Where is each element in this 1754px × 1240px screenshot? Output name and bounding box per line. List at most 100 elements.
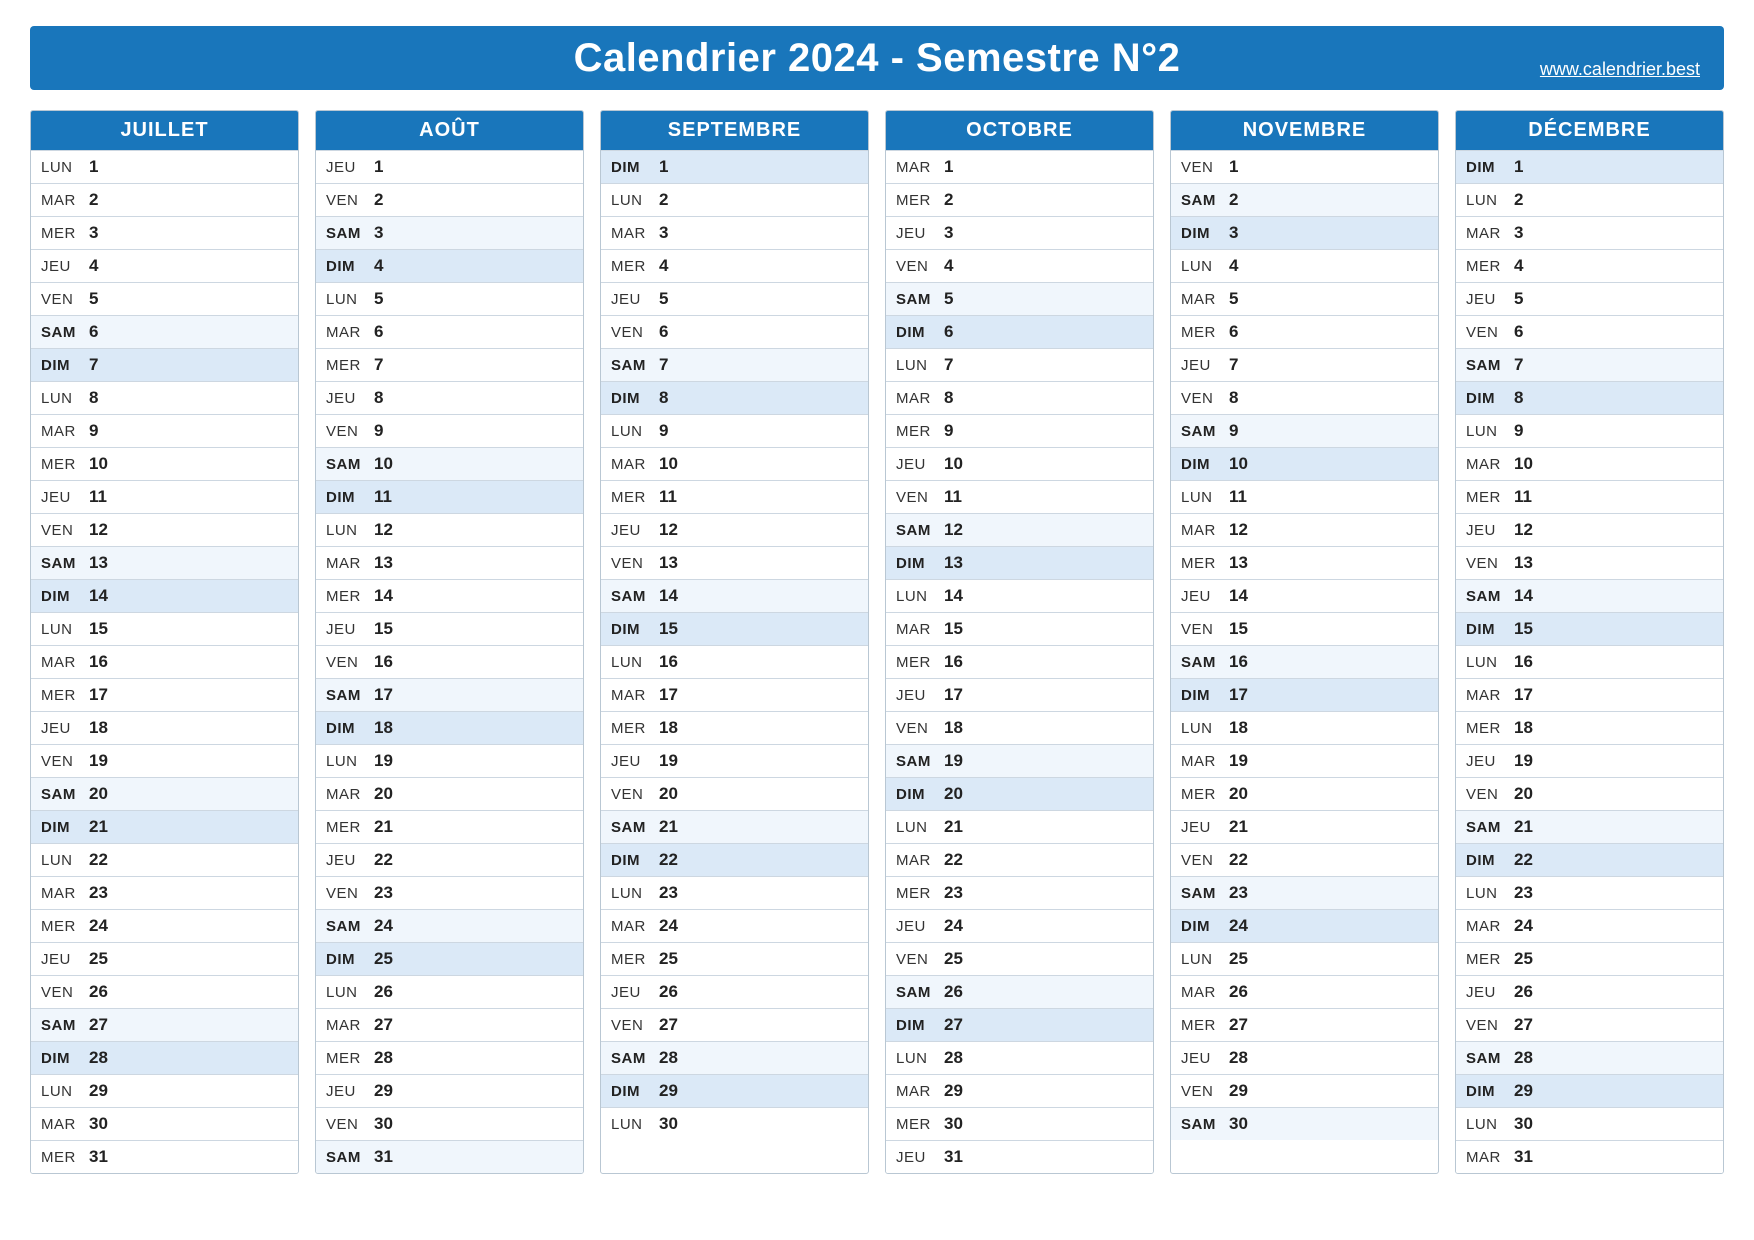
day-abbr: SAM (41, 786, 89, 803)
day-abbr: SAM (1181, 654, 1229, 671)
day-row: LUN9 (1456, 414, 1723, 447)
day-number: 13 (944, 553, 963, 573)
day-row: DIM29 (601, 1074, 868, 1107)
day-abbr: VEN (326, 192, 374, 209)
day-abbr: MAR (896, 852, 944, 869)
day-row: MAR6 (316, 315, 583, 348)
day-row: VEN8 (1171, 381, 1438, 414)
day-row: MAR26 (1171, 975, 1438, 1008)
day-number: 5 (1514, 289, 1523, 309)
day-abbr: SAM (326, 456, 374, 473)
day-abbr: DIM (896, 324, 944, 341)
day-abbr: MAR (611, 456, 659, 473)
day-abbr: VEN (611, 555, 659, 572)
day-row: DIM8 (601, 381, 868, 414)
day-number: 17 (1229, 685, 1248, 705)
day-row: LUN18 (1171, 711, 1438, 744)
day-row: DIM21 (31, 810, 298, 843)
day-row: VEN15 (1171, 612, 1438, 645)
day-row: MAR29 (886, 1074, 1153, 1107)
day-row: DIM24 (1171, 909, 1438, 942)
day-number: 23 (1514, 883, 1533, 903)
day-number: 22 (374, 850, 393, 870)
day-abbr: JEU (41, 258, 89, 275)
day-number: 2 (944, 190, 953, 210)
day-number: 7 (1514, 355, 1523, 375)
day-abbr: DIM (1181, 918, 1229, 935)
day-number: 2 (1229, 190, 1238, 210)
day-row: MAR12 (1171, 513, 1438, 546)
day-row: LUN16 (601, 645, 868, 678)
day-row: JEU14 (1171, 579, 1438, 612)
day-row: JEU19 (601, 744, 868, 777)
day-row: MAR10 (601, 447, 868, 480)
day-number: 28 (1229, 1048, 1248, 1068)
day-row: MAR16 (31, 645, 298, 678)
day-row: SAM31 (316, 1140, 583, 1173)
day-number: 22 (1229, 850, 1248, 870)
day-row: SAM20 (31, 777, 298, 810)
day-row: MER9 (886, 414, 1153, 447)
day-number: 12 (1514, 520, 1533, 540)
day-number: 10 (374, 454, 393, 474)
day-number: 11 (944, 487, 962, 507)
day-row: MER18 (1456, 711, 1723, 744)
day-number: 29 (1514, 1081, 1533, 1101)
day-abbr: DIM (41, 1050, 89, 1067)
day-row: JEU28 (1171, 1041, 1438, 1074)
day-number: 31 (944, 1147, 963, 1167)
day-number: 21 (374, 817, 393, 837)
day-abbr: SAM (611, 357, 659, 374)
day-number: 21 (944, 817, 963, 837)
day-abbr: SAM (326, 687, 374, 704)
day-number: 16 (374, 652, 393, 672)
day-row: JEU5 (1456, 282, 1723, 315)
day-abbr: VEN (896, 720, 944, 737)
day-row: JEU15 (316, 612, 583, 645)
day-row: JEU11 (31, 480, 298, 513)
day-row: SAM3 (316, 216, 583, 249)
day-row: MER27 (1171, 1008, 1438, 1041)
day-abbr: JEU (896, 687, 944, 704)
day-row: VEN20 (1456, 777, 1723, 810)
site-link[interactable]: www.calendrier.best (1540, 59, 1700, 80)
day-number: 25 (374, 949, 393, 969)
day-abbr: VEN (896, 489, 944, 506)
day-number: 18 (659, 718, 678, 738)
day-row: MAR9 (31, 414, 298, 447)
month-header: NOVEMBRE (1171, 111, 1438, 150)
day-row: VEN29 (1171, 1074, 1438, 1107)
day-row: MER11 (601, 480, 868, 513)
day-number: 19 (1229, 751, 1248, 771)
day-abbr: MER (326, 588, 374, 605)
day-row: DIM4 (316, 249, 583, 282)
day-abbr: DIM (41, 588, 89, 605)
day-abbr: LUN (896, 357, 944, 374)
day-row: VEN25 (886, 942, 1153, 975)
day-abbr: LUN (611, 423, 659, 440)
day-row: LUN16 (1456, 645, 1723, 678)
day-number: 19 (89, 751, 108, 771)
day-abbr: DIM (1466, 159, 1514, 176)
day-number: 26 (659, 982, 678, 1002)
day-abbr: MER (1181, 1017, 1229, 1034)
day-number: 3 (1229, 223, 1238, 243)
day-number: 5 (659, 289, 668, 309)
day-row: JEU22 (316, 843, 583, 876)
day-abbr: VEN (41, 522, 89, 539)
day-row: SAM19 (886, 744, 1153, 777)
day-row: JEU19 (1456, 744, 1723, 777)
day-number: 30 (1514, 1114, 1533, 1134)
month-column: AOÛTJEU1VEN2SAM3DIM4LUN5MAR6MER7JEU8VEN9… (315, 110, 584, 1174)
day-number: 12 (89, 520, 108, 540)
day-abbr: DIM (896, 555, 944, 572)
day-abbr: VEN (1466, 1017, 1514, 1034)
day-abbr: JEU (41, 720, 89, 737)
day-row: MER31 (31, 1140, 298, 1173)
day-abbr: JEU (896, 456, 944, 473)
day-number: 5 (89, 289, 98, 309)
day-abbr: VEN (41, 753, 89, 770)
month-column: DÉCEMBREDIM1LUN2MAR3MER4JEU5VEN6SAM7DIM8… (1455, 110, 1724, 1174)
day-abbr: JEU (1181, 357, 1229, 374)
day-abbr: MAR (326, 555, 374, 572)
